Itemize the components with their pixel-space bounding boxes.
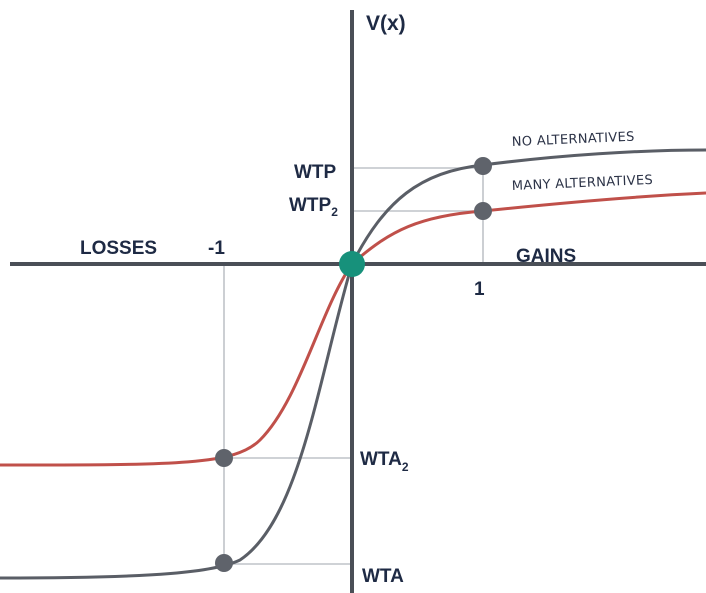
point-wtp <box>474 157 492 175</box>
tick-label-pos-1: 1 <box>474 279 485 300</box>
points <box>215 157 492 572</box>
label-wta2-sub: 2 <box>402 460 409 474</box>
point-wta2 <box>215 449 233 467</box>
axes <box>10 10 706 593</box>
label-wta2: WTA2 <box>360 449 409 474</box>
label-many-alternatives: MANY ALTERNATIVES <box>512 173 654 194</box>
label-wta: WTA <box>362 566 404 587</box>
point-wtp2 <box>474 202 492 220</box>
y-axis-label: V(x) <box>366 12 406 35</box>
label-no-alternatives: NO ALTERNATIVES <box>512 130 635 150</box>
label-wtp2: WTP2 <box>289 195 338 219</box>
guide-lines <box>223 167 484 565</box>
origin-point <box>339 251 365 277</box>
tick-label-neg-1: -1 <box>208 238 225 259</box>
label-wta2-main: WTA <box>360 449 402 470</box>
curve-no-alternatives <box>0 148 706 580</box>
label-wtp2-main: WTP <box>289 195 332 216</box>
point-wta <box>215 554 233 572</box>
label-wtp2-sub: 2 <box>331 205 338 219</box>
losses-label: LOSSES <box>80 238 157 259</box>
gains-label: GAINS <box>516 246 576 267</box>
label-wtp: WTP <box>294 162 337 183</box>
